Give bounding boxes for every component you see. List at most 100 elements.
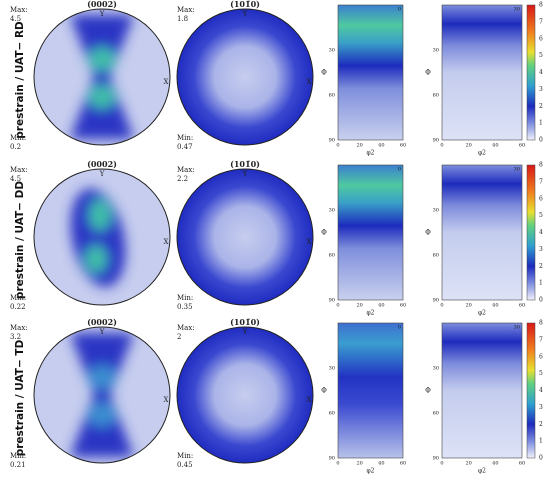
y-tick-label: 60 xyxy=(433,411,439,417)
y-axis-label: Φ xyxy=(321,229,327,237)
x-tick-label: 40 xyxy=(378,461,384,467)
colorbar-tick-label: 7 xyxy=(539,336,543,343)
pf-title: (0002) xyxy=(87,0,117,9)
max-label: Max: xyxy=(10,166,28,174)
y-tick-label: 30 xyxy=(329,208,335,214)
pf-axis: Y xyxy=(242,10,248,18)
max-value: 2.2 xyxy=(177,175,188,183)
y-tick-label: 30 xyxy=(433,208,439,214)
x-tick-label: 0 xyxy=(440,461,443,467)
pf-title: (101̄0) xyxy=(230,317,260,327)
x-tick-label: 0 xyxy=(336,461,339,467)
blob xyxy=(89,47,115,71)
odf-section xyxy=(337,322,404,459)
y-axis-label: Φ xyxy=(425,229,431,237)
x-tick-label: 0 xyxy=(440,143,443,149)
x-axis-label: φ2 xyxy=(478,468,486,475)
odf-section xyxy=(337,164,404,301)
y-tick-label: 30 xyxy=(433,366,439,372)
pf-title: (101̄0) xyxy=(230,159,260,169)
min-value: 0.47 xyxy=(177,143,193,151)
colorbar-tick-label: 3 xyxy=(539,86,543,93)
blob xyxy=(85,245,107,273)
colorbar-tick-label: 8 xyxy=(539,320,543,327)
x-tick-label: 20 xyxy=(356,143,362,149)
y-tick-label: 30 xyxy=(329,48,335,54)
pole-figure xyxy=(176,8,314,146)
pole-figure xyxy=(176,168,314,306)
pf-axis: X xyxy=(307,238,312,246)
odf-section xyxy=(441,322,523,459)
pf-axis: Y xyxy=(242,328,248,336)
min-label: Min: xyxy=(177,452,193,460)
pf-axis: X xyxy=(164,238,169,246)
min-label: Min: xyxy=(177,134,193,142)
blob xyxy=(70,333,134,457)
x-tick-label: 0 xyxy=(440,303,443,309)
pf-axis: Y xyxy=(99,10,105,18)
x-tick-label: 60 xyxy=(519,303,525,309)
min-value: 0.35 xyxy=(177,303,193,311)
odf-corner: 30 xyxy=(514,7,520,13)
colorbar-tick-label: 1 xyxy=(539,280,543,287)
y-axis-label: Φ xyxy=(425,69,431,77)
colorbar-tick-label: 7 xyxy=(539,18,543,25)
pole-figure xyxy=(34,327,170,463)
colorbar-tick-label: 1 xyxy=(539,120,543,127)
odf-corner: 30 xyxy=(514,325,520,331)
max-label: Max: xyxy=(10,6,28,14)
pf-blobs xyxy=(70,333,134,457)
x-axis-label: φ2 xyxy=(366,310,374,317)
x-tick-label: 40 xyxy=(492,461,498,467)
x-tick-label: 20 xyxy=(465,461,471,467)
colorbar-tick-label: 6 xyxy=(539,353,543,360)
pf-edge xyxy=(33,8,171,146)
y-tick-label: 90 xyxy=(433,298,439,304)
x-axis-label: φ2 xyxy=(478,150,486,157)
pole-figure xyxy=(34,169,170,305)
y-tick-label: 90 xyxy=(329,138,335,144)
colorbar-tick-label: 2 xyxy=(539,421,543,428)
colorbar-tick-label: 6 xyxy=(539,195,543,202)
pf-blobs xyxy=(70,15,134,139)
blob xyxy=(89,199,111,231)
y-axis-label: Φ xyxy=(321,387,327,395)
colorbar-tick-label: 4 xyxy=(539,69,543,76)
colorbar xyxy=(526,322,536,459)
y-tick-label: 90 xyxy=(329,298,335,304)
x-tick-label: 40 xyxy=(492,143,498,149)
pf-title: (0002) xyxy=(87,317,117,327)
colorbar-tick-label: 7 xyxy=(539,178,543,185)
max-label: Max: xyxy=(10,324,28,332)
pole-figure xyxy=(176,326,314,464)
min-label: Min: xyxy=(10,452,26,460)
min-value: 0.21 xyxy=(10,461,26,469)
pf-blobs xyxy=(70,188,126,288)
pf-axis: Y xyxy=(99,170,105,178)
y-tick-label: 90 xyxy=(329,456,335,462)
x-axis-label: φ2 xyxy=(478,310,486,317)
odf-section xyxy=(337,4,404,141)
x-tick-label: 0 xyxy=(336,143,339,149)
max-value: 4.5 xyxy=(10,15,21,23)
colorbar xyxy=(526,4,536,141)
y-tick-label: 60 xyxy=(329,93,335,99)
colorbar-tick-label: 0 xyxy=(539,137,543,144)
max-value: 2 xyxy=(177,333,181,341)
x-tick-label: 40 xyxy=(492,303,498,309)
x-tick-label: 40 xyxy=(378,303,384,309)
max-value: 3.2 xyxy=(10,333,21,341)
pf-title: (101̄0) xyxy=(230,0,260,9)
blob xyxy=(70,188,126,288)
pf-axis: Y xyxy=(242,170,248,178)
min-value: 0.2 xyxy=(10,143,21,151)
x-axis-label: φ2 xyxy=(366,468,374,475)
y-axis-label: Φ xyxy=(425,387,431,395)
min-label: Min: xyxy=(10,294,26,302)
colorbar-tick-label: 3 xyxy=(539,404,543,411)
row-label: prestrain / UAT− TD xyxy=(14,339,26,456)
max-label: Max: xyxy=(177,166,195,174)
pf-edge xyxy=(33,326,171,464)
blob xyxy=(70,15,134,139)
